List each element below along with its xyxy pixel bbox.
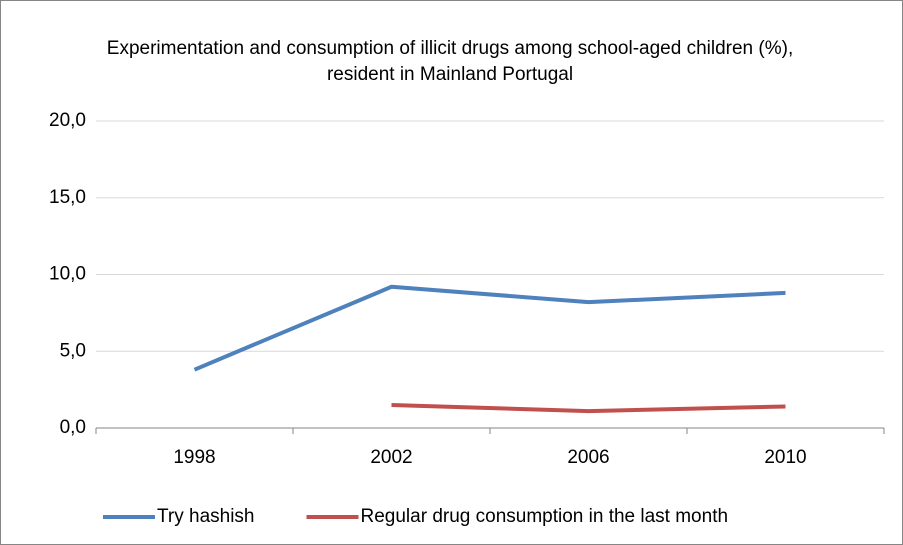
- series-line: [391, 402, 786, 414]
- y-tick-label: 5,0: [60, 340, 86, 361]
- y-tick-label: 0,0: [60, 417, 86, 438]
- x-tick-label: 2002: [370, 447, 412, 468]
- x-tick-label: 2010: [764, 447, 806, 468]
- chart-title: Experimentation and consumption of illic…: [106, 38, 794, 85]
- y-tick-label: 20,0: [49, 110, 86, 131]
- x-tick-label: 2006: [567, 447, 609, 468]
- series-line: [193, 284, 786, 372]
- y-tick-label: 15,0: [49, 187, 86, 208]
- legend-label: Try hashish: [157, 506, 255, 527]
- y-tick-label: 10,0: [49, 264, 86, 285]
- x-tick-label: 1998: [173, 447, 215, 468]
- legend-label: Regular drug consumption in the last mon…: [361, 506, 729, 527]
